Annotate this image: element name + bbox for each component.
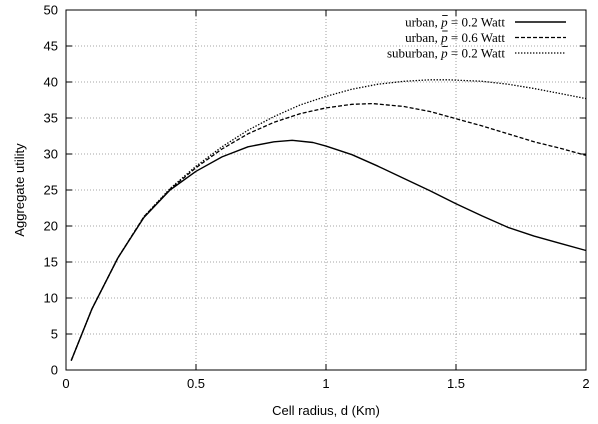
x-axis-label: Cell radius, d (Km)	[272, 403, 380, 418]
axis-ticks	[65, 9, 587, 371]
series-line-1-solid	[70, 139, 587, 361]
x-tick-label: 1	[322, 376, 329, 391]
y-tick-label: 35	[44, 111, 58, 126]
x-tick-label: 0	[62, 376, 69, 391]
series-line-2-dashed	[70, 102, 587, 361]
x-tick-label: 0.5	[187, 376, 205, 391]
legend-label-1: urban, p = 0.2 Watt	[405, 15, 505, 30]
grid-lines	[66, 10, 586, 370]
y-tick-label: 15	[44, 255, 58, 270]
y-tick-label: 5	[51, 327, 58, 342]
y-tick-label: 45	[44, 39, 58, 54]
y-tick-label: 10	[44, 291, 58, 306]
y-tick-label: 20	[44, 219, 58, 234]
legend-label-3: suburban, p = 0.2 Watt	[387, 46, 505, 61]
y-tick-label: 40	[44, 75, 58, 90]
x-tick-label: 1.5	[447, 376, 465, 391]
series-line-3-dotted	[70, 79, 587, 361]
y-tick-label: 0	[51, 363, 58, 378]
y-tick-label: 30	[44, 147, 58, 162]
x-tick-label: 2	[582, 376, 589, 391]
y-tick-label: 25	[44, 183, 58, 198]
y-tick-label: 50	[44, 3, 58, 18]
legend-label-2: urban, p = 0.6 Watt	[405, 30, 505, 45]
y-axis-label: Aggregate utility	[12, 143, 27, 237]
series-lines	[70, 79, 587, 361]
